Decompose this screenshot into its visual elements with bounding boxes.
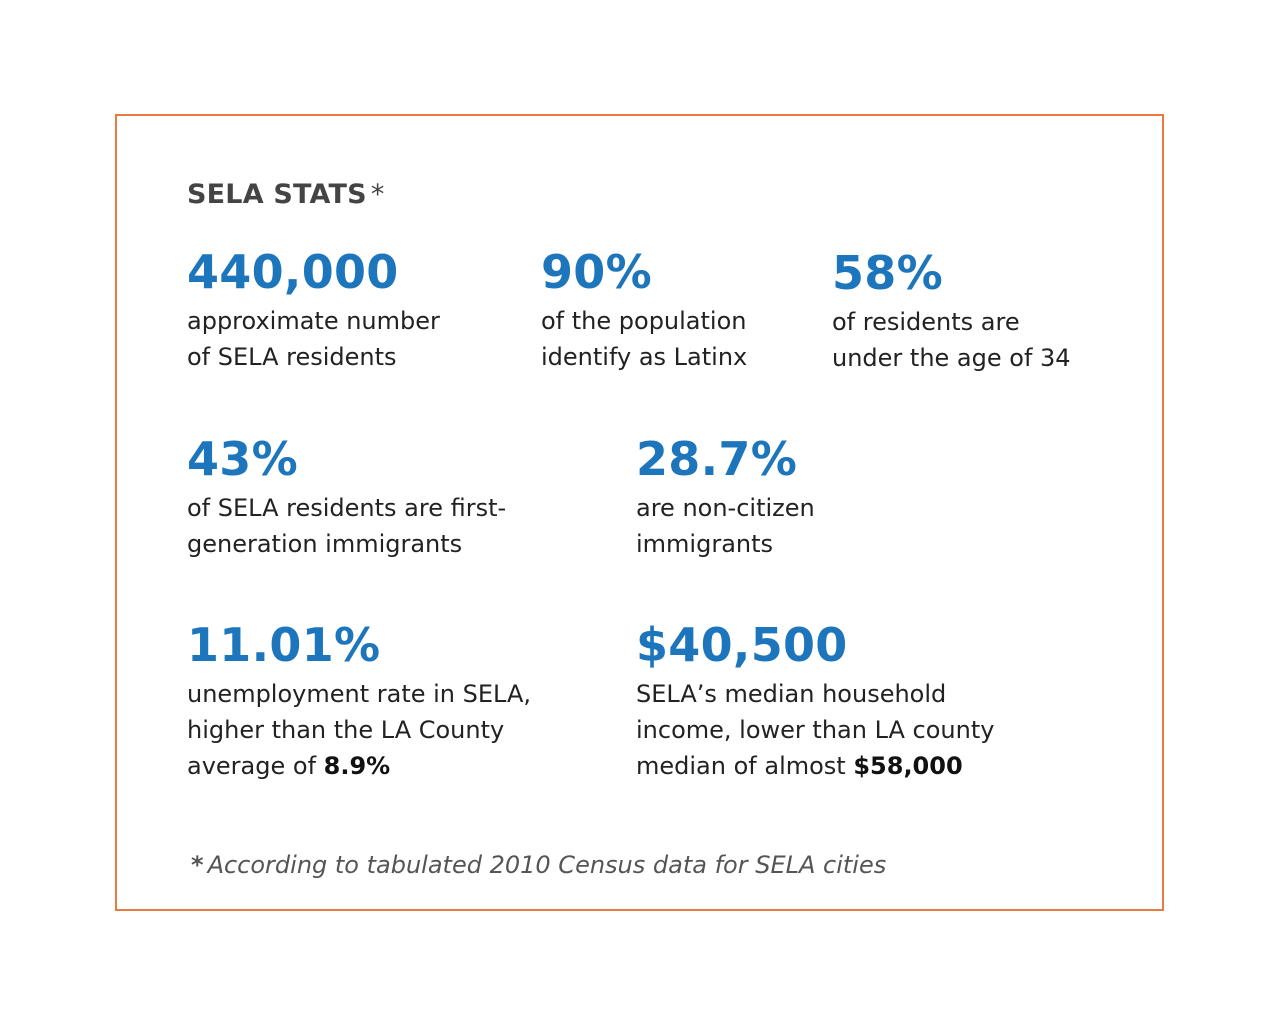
footnote-asterisk: *: [191, 851, 204, 879]
stat-description-line: immigrants: [636, 530, 774, 558]
stat-value: 58%: [832, 246, 944, 300]
title-text: SELA STATS: [187, 179, 367, 210]
stat-description-line: under the age of 34: [832, 344, 1071, 372]
stat-description-text: median of almost: [636, 752, 854, 780]
stat-value: 28.7%: [636, 432, 798, 486]
stat-description-line: SELA’s median household: [636, 680, 947, 708]
page-title: SELA STATS *: [187, 178, 385, 212]
stat-description-line: approximate number: [187, 307, 440, 335]
stat-description: of the population identify as Latinx: [541, 303, 747, 375]
stat-description-line: of SELA residents are first-: [187, 494, 507, 522]
stat-description-line: of residents are: [832, 308, 1020, 336]
stat-value: 90%: [541, 245, 653, 299]
stat-description-line: of the population: [541, 307, 747, 335]
stat-value: $40,500: [636, 618, 848, 672]
stat-description-text: average of: [187, 752, 324, 780]
title-asterisk: *: [370, 179, 385, 210]
stat-description: SELA’s median household income, lower th…: [636, 676, 994, 784]
stat-description-line: of SELA residents: [187, 343, 397, 371]
stat-value: 43%: [187, 432, 299, 486]
stat-under-34: 58% of residents are under the age of 34: [832, 246, 1071, 376]
stat-description-line: identify as Latinx: [541, 343, 748, 371]
stat-description-line: average of 8.9%: [187, 748, 531, 784]
stat-description-line: unemployment rate in SELA,: [187, 680, 532, 708]
stat-non-citizen: 28.7% are non-citizen immigrants: [636, 432, 815, 562]
stat-description-line: higher than the LA County: [187, 716, 505, 744]
stat-median-income: $40,500 SELA’s median household income, …: [636, 618, 994, 784]
stat-description: approximate number of SELA residents: [187, 303, 440, 375]
footnote-text: According to tabulated 2010 Census data …: [207, 851, 887, 879]
stat-latinx: 90% of the population identify as Latinx: [541, 245, 747, 375]
stats-frame: [115, 114, 1164, 911]
stat-description-line: generation immigrants: [187, 530, 463, 558]
stat-description-line: median of almost $58,000: [636, 748, 994, 784]
stat-description: of residents are under the age of 34: [832, 304, 1071, 376]
stat-description-line: are non-citizen: [636, 494, 815, 522]
stat-description: are non-citizen immigrants: [636, 490, 815, 562]
stat-emphasis: 8.9%: [323, 752, 391, 780]
stat-value: 11.01%: [187, 618, 381, 672]
stat-description: of SELA residents are first- generation …: [187, 490, 506, 562]
stat-unemployment: 11.01% unemployment rate in SELA, higher…: [187, 618, 531, 784]
stat-description-line: income, lower than LA county: [636, 716, 995, 744]
stat-value: 440,000: [187, 245, 399, 299]
stat-description: unemployment rate in SELA, higher than t…: [187, 676, 531, 784]
stat-residents: 440,000 approximate number of SELA resid…: [187, 245, 440, 375]
stat-emphasis: $58,000: [853, 752, 963, 780]
stat-first-generation: 43% of SELA residents are first- generat…: [187, 432, 506, 562]
footnote: * According to tabulated 2010 Census data…: [191, 847, 886, 883]
